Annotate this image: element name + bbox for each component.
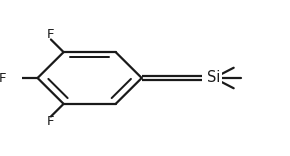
Text: F: F xyxy=(0,71,6,85)
Text: F: F xyxy=(47,28,55,41)
Text: F: F xyxy=(47,115,55,129)
Text: Si: Si xyxy=(207,71,220,85)
